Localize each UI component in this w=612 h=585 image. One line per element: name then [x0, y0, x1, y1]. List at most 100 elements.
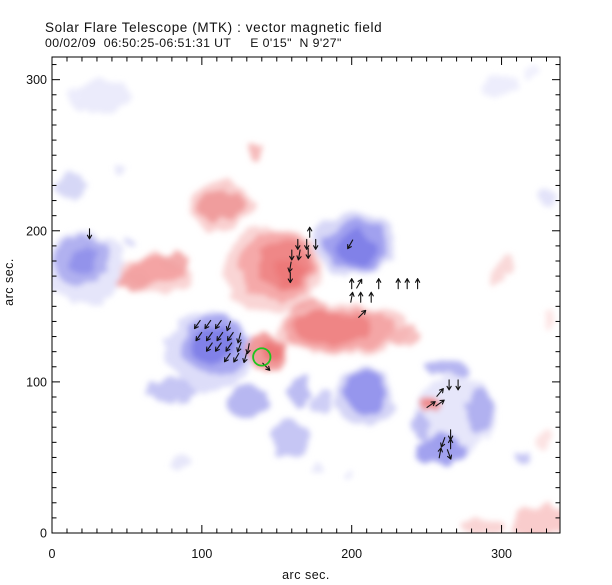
y-tick-label: 200: [26, 224, 47, 238]
polarity-blob: [344, 473, 357, 481]
polarity-blob: [116, 270, 149, 289]
polarity-blob: [69, 249, 98, 276]
field-vector-arrow: [86, 228, 93, 240]
field-vector-arrow: [368, 291, 374, 303]
field-vector-arrow: [193, 319, 201, 330]
polarity-blob: [113, 162, 126, 172]
field-vector-arrow: [349, 291, 355, 303]
polarity-blob: [480, 76, 520, 95]
polarity-blobs-layer: [52, 66, 560, 533]
y-axis-title: arc sec.: [2, 258, 16, 306]
polarity-blob: [537, 430, 553, 451]
y-tick-label: 300: [26, 73, 47, 87]
field-vector-arrow: [287, 261, 293, 273]
field-vector-arrow: [446, 449, 453, 460]
polarity-blob: [121, 237, 136, 249]
polarity-blob: [515, 451, 531, 464]
polarity-blob: [510, 505, 560, 533]
field-vector-arrow: [446, 379, 452, 391]
field-vector-arrow: [262, 362, 271, 371]
field-vector-arrow: [214, 319, 222, 330]
polarity-blob: [467, 389, 494, 435]
polarity-blob: [489, 253, 514, 287]
field-vector-arrow: [296, 249, 302, 261]
figure-subtitle: 00/02/09 06:50:25-06:51:31 UT E 0'15" N …: [45, 36, 342, 50]
polarity-blob: [197, 190, 246, 220]
field-vector-arrow: [437, 447, 443, 459]
y-tick-label: 0: [40, 527, 47, 541]
field-vector-arrow: [226, 331, 234, 342]
x-tick-label: 300: [491, 547, 512, 561]
polarity-blob: [336, 233, 377, 265]
x-axis-title: arc sec.: [282, 568, 330, 582]
polarity-blob: [386, 327, 423, 346]
field-vector-arrow: [358, 309, 367, 318]
field-vector-layer: [86, 226, 461, 460]
x-tick-label: 200: [341, 547, 362, 561]
field-vector-arrow: [395, 278, 401, 290]
field-vector-arrow: [404, 278, 410, 290]
field-vector-arrow: [305, 247, 311, 259]
polarity-blob: [145, 379, 198, 403]
field-vector-arrow: [245, 343, 251, 355]
polarity-blob: [260, 341, 285, 362]
axis-tick-labels: 0 100 200 300 0 100 200 300: [26, 73, 512, 561]
field-vector-arrow: [233, 352, 240, 363]
field-vector-arrow: [214, 342, 222, 352]
polarity-blob: [294, 311, 371, 344]
field-vector-arrow: [287, 272, 293, 284]
field-vector-arrow: [455, 379, 461, 391]
field-vector-arrow: [435, 399, 445, 407]
x-tick-label: 100: [191, 547, 212, 561]
polarity-blob: [310, 391, 333, 415]
y-tick-label: 100: [26, 375, 47, 389]
field-vector-arrow: [447, 438, 454, 450]
polarity-blob: [311, 462, 324, 471]
field-vector-arrow: [426, 401, 436, 408]
field-vector-arrow: [236, 341, 242, 353]
field-vector-arrow: [195, 331, 203, 342]
field-vector-arrow: [356, 278, 363, 289]
polarity-blob: [69, 87, 86, 100]
polarity-blob: [411, 412, 430, 439]
field-vector-arrow: [376, 278, 382, 290]
polarity-blob: [540, 187, 556, 205]
field-vector-arrow: [236, 332, 242, 344]
polarity-blob: [289, 376, 310, 409]
polarity-blob: [69, 80, 130, 113]
roi-layer: [252, 347, 272, 367]
field-vector-arrow: [313, 238, 319, 250]
field-vector-arrow: [204, 319, 212, 330]
field-vector-arrow: [205, 331, 213, 342]
polarity-blob: [460, 520, 505, 533]
field-vector-arrow: [349, 278, 355, 290]
axis-ticks: [51, 56, 561, 534]
field-vector-arrow: [242, 352, 248, 364]
polarity-blob: [56, 174, 87, 200]
polarity-blob: [191, 327, 234, 364]
field-vector-arrow: [440, 437, 446, 448]
polarity-blob: [250, 143, 265, 162]
field-vector-arrow: [414, 278, 421, 290]
polarity-blob: [225, 384, 268, 419]
roi-circle: [252, 347, 272, 367]
field-vector-arrow: [295, 238, 301, 250]
polarity-blob: [522, 66, 544, 81]
field-vector-arrow: [436, 388, 444, 397]
field-vector-arrow: [307, 226, 313, 238]
field-vector-arrow: [304, 238, 310, 250]
plot-frame: [51, 56, 561, 534]
field-vector-arrow: [347, 239, 354, 250]
field-vector-arrow: [289, 249, 295, 261]
field-vector-arrow: [225, 320, 232, 332]
field-vector-arrow: [216, 331, 224, 342]
field-vector-arrow: [205, 342, 213, 352]
field-vector-arrow: [223, 353, 231, 363]
field-vector-arrow: [358, 291, 364, 303]
polarity-blob: [543, 312, 556, 328]
field-vector-arrow: [225, 342, 233, 352]
polarity-blob: [425, 359, 470, 378]
polarity-blob: [171, 455, 190, 469]
